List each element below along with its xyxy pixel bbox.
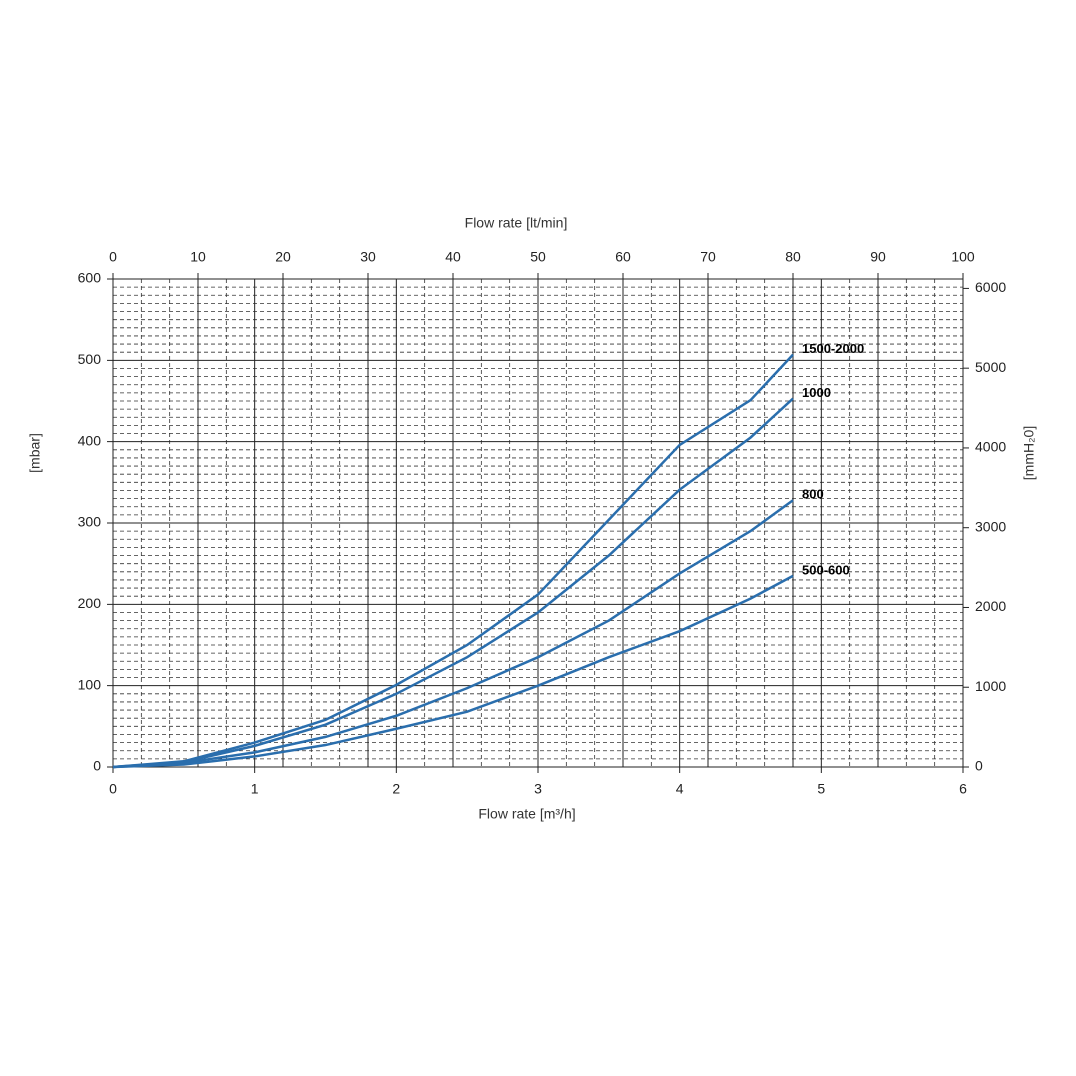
- y2-tick-label: 4000: [975, 439, 1006, 455]
- series-line: [112, 499, 794, 769]
- x2-axis-title: Flow rate [lt/min]: [465, 215, 568, 231]
- y2-tick-label: 5000: [975, 359, 1006, 375]
- x2-tick-label: 60: [615, 249, 631, 265]
- x2-tick-label: 50: [530, 249, 546, 265]
- y-tick-label: 0: [93, 758, 101, 774]
- y2-tick-label: 2000: [975, 598, 1006, 614]
- x2-tick-label: 10: [190, 249, 206, 265]
- series-line: [112, 397, 794, 769]
- series-label: 1500-2000: [802, 341, 864, 356]
- x-tick-label: 0: [109, 781, 117, 797]
- x2-tick-label: 20: [275, 249, 291, 265]
- x2-tick-label: 70: [700, 249, 716, 265]
- y2-tick-label: 6000: [975, 279, 1006, 295]
- y2-tick-label: 1000: [975, 678, 1006, 694]
- series-label: 1000: [802, 385, 831, 400]
- x-axis-title: Flow rate [m³/h]: [478, 806, 575, 822]
- x-tick-label: 3: [534, 781, 542, 797]
- x2-tick-label: 90: [870, 249, 886, 265]
- x-tick-label: 1: [251, 781, 259, 797]
- y-tick-label: 500: [78, 351, 102, 367]
- series-label: 800: [802, 487, 824, 502]
- x-tick-label: 6: [959, 781, 967, 797]
- y-axis-title: [mbar]: [27, 433, 43, 473]
- series-line: [112, 574, 794, 769]
- x-tick-label: 2: [392, 781, 400, 797]
- plot-frame: [112, 278, 964, 768]
- y-tick-label: 200: [78, 595, 102, 611]
- y-tick-label: 400: [78, 432, 102, 448]
- x2-tick-label: 80: [785, 249, 801, 265]
- x-tick-label: 4: [676, 781, 684, 797]
- series-label: 500-600: [802, 562, 850, 577]
- series-line: [112, 353, 794, 769]
- y2-axis-title: [mmH₂0]: [1021, 426, 1037, 480]
- y2-tick-label: 3000: [975, 518, 1006, 534]
- y2-tick-label: 0: [975, 758, 983, 774]
- x2-tick-label: 40: [445, 249, 461, 265]
- x2-tick-label: 100: [951, 249, 975, 265]
- x2-tick-label: 0: [109, 249, 117, 265]
- x2-tick-label: 30: [360, 249, 376, 265]
- y-tick-label: 100: [78, 676, 102, 692]
- y-tick-label: 600: [78, 270, 102, 286]
- x-tick-label: 5: [817, 781, 825, 797]
- y-tick-label: 300: [78, 514, 102, 530]
